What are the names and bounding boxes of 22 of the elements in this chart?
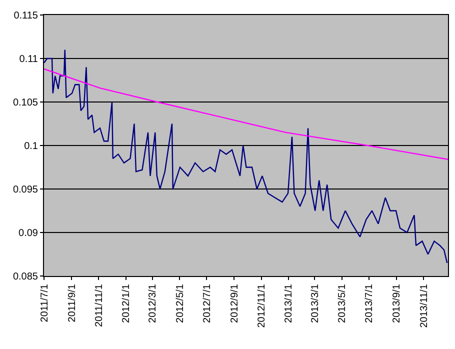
x-tick-label: 2012/9/1 [229, 284, 240, 323]
x-tick-label: 2011/9/1 [66, 284, 78, 322]
x-tick-label: 2012/7/1 [202, 284, 213, 323]
y-tick-label: 0.09 [18, 228, 38, 239]
x-tick-label: 2013/3/1 [310, 284, 321, 323]
y-tick-label: 0.095 [12, 184, 38, 196]
x-tick-label: 2013/1/1 [284, 284, 295, 323]
x-tick-label: 2013/5/1 [337, 284, 348, 323]
x-tick-label: 2013/9/1 [392, 284, 403, 323]
x-tick-label: 2012/3/1 [148, 284, 159, 323]
x-tick-label: 2012/5/1 [174, 284, 186, 323]
y-tick-label: 0.085 [12, 272, 38, 282]
x-tick-label: 2013/11/1 [418, 284, 430, 328]
x-tick-label: 2011/11/1 [94, 284, 105, 328]
x-tick-label: 2012/11/1 [256, 284, 268, 328]
y-tick-label: 0.105 [12, 98, 38, 108]
y-tick-label: 0.11 [19, 54, 38, 65]
y-tick-label: 0.1 [24, 141, 38, 152]
y-tick-label: 0.115 [14, 10, 38, 22]
x-tick-label: 2013/7/1 [364, 284, 376, 323]
x-tick-label: 2011/7/1 [39, 284, 50, 322]
x-tick-label: 2012/1/1 [121, 284, 132, 323]
